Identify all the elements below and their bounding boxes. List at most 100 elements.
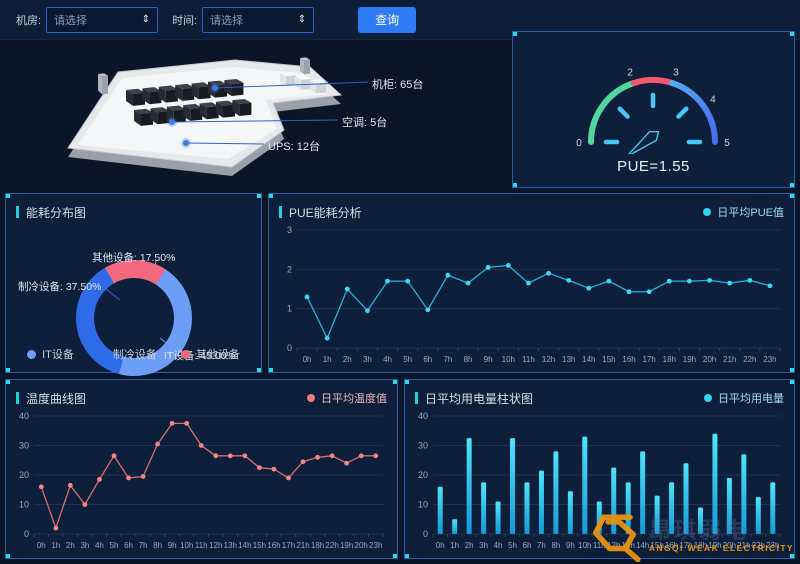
svg-text:8h: 8h bbox=[153, 541, 162, 550]
svg-text:0: 0 bbox=[287, 343, 292, 353]
svg-text:10h: 10h bbox=[502, 355, 515, 364]
svg-text:2h: 2h bbox=[66, 541, 75, 550]
svg-text:3h: 3h bbox=[80, 541, 89, 550]
legend-dot-icon bbox=[307, 394, 315, 402]
title-accent-bar bbox=[16, 206, 19, 218]
svg-text:30: 30 bbox=[19, 441, 29, 451]
title-accent-bar bbox=[16, 392, 19, 404]
svg-text:6h: 6h bbox=[124, 541, 133, 550]
svg-text:1h: 1h bbox=[51, 541, 60, 550]
select-updown-icon: ⇕ bbox=[297, 13, 307, 25]
svg-text:10: 10 bbox=[19, 500, 29, 510]
svg-text:12h: 12h bbox=[542, 355, 555, 364]
energy-donut-chart bbox=[76, 260, 192, 376]
svg-text:17h: 17h bbox=[282, 541, 295, 550]
svg-text:30: 30 bbox=[418, 441, 428, 451]
svg-text:16h: 16h bbox=[665, 541, 678, 550]
svg-text:21h: 21h bbox=[737, 541, 750, 550]
panel-title: PUE能耗分析 bbox=[289, 205, 362, 220]
svg-text:1: 1 bbox=[287, 304, 292, 314]
svg-text:13h: 13h bbox=[622, 541, 635, 550]
svg-text:10: 10 bbox=[418, 500, 428, 510]
legend-item-it[interactable]: IT设备 bbox=[27, 346, 74, 362]
room-3d-view bbox=[67, 57, 369, 176]
callout-other-devices: 其他设备: 17.50% bbox=[92, 252, 176, 264]
svg-text:8h: 8h bbox=[464, 355, 473, 364]
svg-text:23h: 23h bbox=[369, 541, 382, 550]
svg-text:0h: 0h bbox=[436, 541, 445, 550]
svg-text:1h: 1h bbox=[323, 355, 332, 364]
svg-text:1h: 1h bbox=[450, 541, 459, 550]
svg-text:2: 2 bbox=[287, 264, 292, 274]
svg-text:9h: 9h bbox=[168, 541, 177, 550]
svg-text:11h: 11h bbox=[593, 541, 606, 550]
room-select[interactable]: 请选择 ⇕ bbox=[46, 6, 159, 33]
legend-dot-icon bbox=[180, 349, 190, 359]
svg-text:4h: 4h bbox=[383, 355, 392, 364]
svg-text:7h: 7h bbox=[537, 541, 546, 550]
svg-text:5h: 5h bbox=[403, 355, 412, 364]
svg-text:2: 2 bbox=[627, 68, 633, 79]
svg-text:18h: 18h bbox=[663, 355, 676, 364]
power-bar-chart: 0 10 20 30 40 0h 1h 2h 3h 4h 5h 6h 7h 8h 9h 10h 11h 12h 13… bbox=[418, 411, 781, 550]
svg-text:17h: 17h bbox=[643, 355, 656, 364]
time-select-value: 请选择 bbox=[210, 14, 244, 27]
svg-text:13h: 13h bbox=[224, 541, 237, 550]
svg-text:0: 0 bbox=[576, 138, 582, 149]
pue-value-text: PUE=1.55 bbox=[617, 158, 690, 175]
svg-text:13h: 13h bbox=[562, 355, 575, 364]
svg-text:21h: 21h bbox=[296, 541, 309, 550]
svg-text:14h: 14h bbox=[238, 541, 251, 550]
svg-text:7h: 7h bbox=[443, 355, 452, 364]
callout-cooling-devices: 制冷设备: 37.50% bbox=[18, 281, 102, 293]
room-3d-overview: 机柜: 65台 空调: 5台 UPS: 12台 bbox=[0, 40, 505, 192]
svg-text:2h: 2h bbox=[343, 355, 352, 364]
svg-text:23h: 23h bbox=[763, 355, 776, 364]
svg-text:22h: 22h bbox=[743, 355, 756, 364]
svg-text:21h: 21h bbox=[723, 355, 736, 364]
legend-item-cooling[interactable]: 制冷设备 bbox=[97, 346, 157, 362]
temperature-line-chart: 0 10 20 30 40 0h 1h 2h 3h 4h 5h 6h 7h 8h 9h 10h 11h 12h 13… bbox=[19, 411, 384, 550]
svg-text:3: 3 bbox=[673, 68, 679, 79]
time-select[interactable]: 请选择 ⇕ bbox=[202, 6, 315, 33]
query-button[interactable]: 查询 bbox=[358, 6, 417, 33]
svg-text:0: 0 bbox=[24, 529, 29, 539]
svg-text:7h: 7h bbox=[139, 541, 148, 550]
room-select-value: 请选择 bbox=[54, 14, 88, 27]
svg-text:11h: 11h bbox=[522, 355, 535, 364]
room-select-label: 机房: bbox=[16, 14, 42, 27]
svg-text:14h: 14h bbox=[636, 541, 649, 550]
ups-count-label: UPS: 12台 bbox=[268, 141, 320, 153]
svg-text:20: 20 bbox=[19, 470, 29, 480]
svg-text:3h: 3h bbox=[479, 541, 488, 550]
legend-dot-icon bbox=[703, 208, 712, 216]
svg-text:19h: 19h bbox=[708, 541, 721, 550]
legend-daily-power[interactable]: 日平均用电量 bbox=[704, 390, 784, 406]
svg-text:4h: 4h bbox=[95, 541, 104, 550]
svg-text:16h: 16h bbox=[622, 355, 635, 364]
svg-text:15h: 15h bbox=[650, 541, 663, 550]
legend-daily-pue[interactable]: 日平均PUE值 bbox=[703, 204, 784, 220]
panel-title: 能耗分布图 bbox=[26, 205, 87, 220]
legend-daily-temperature[interactable]: 日平均温度值 bbox=[307, 390, 387, 406]
svg-text:10h: 10h bbox=[578, 541, 591, 550]
svg-text:5: 5 bbox=[724, 138, 730, 149]
pue-gauge-chart: 0 2 3 4 5 bbox=[576, 68, 730, 154]
svg-text:6h: 6h bbox=[523, 541, 532, 550]
filter-bar: 机房: 请选择 ⇕ 时间: 请选择 ⇕ 查询 bbox=[0, 0, 800, 40]
svg-text:0: 0 bbox=[423, 529, 428, 539]
svg-text:20h: 20h bbox=[355, 541, 368, 550]
daily-power-panel: 日平均用电量柱状图 日平均用电量 0 10 20 30 40 0h 1h 2h 3h 4h 5h 6h… bbox=[404, 379, 795, 559]
svg-text:15h: 15h bbox=[602, 355, 615, 364]
svg-text:12h: 12h bbox=[209, 541, 222, 550]
svg-text:9h: 9h bbox=[566, 541, 575, 550]
svg-text:18h: 18h bbox=[694, 541, 707, 550]
legend-item-other[interactable]: 其他设备 bbox=[180, 346, 240, 362]
svg-text:8h: 8h bbox=[551, 541, 560, 550]
svg-text:0h: 0h bbox=[303, 355, 312, 364]
pie-legend: IT设备 制冷设备 其他设备 bbox=[6, 346, 261, 362]
panel-title: 日平均用电量柱状图 bbox=[425, 391, 534, 406]
svg-text:20h: 20h bbox=[723, 541, 736, 550]
svg-text:0h: 0h bbox=[37, 541, 46, 550]
temperature-panel: 温度曲线图 日平均温度值 0 10 20 30 40 0h 1h 2h 3h 4h 5h 6h 7h 8h… bbox=[5, 379, 398, 559]
